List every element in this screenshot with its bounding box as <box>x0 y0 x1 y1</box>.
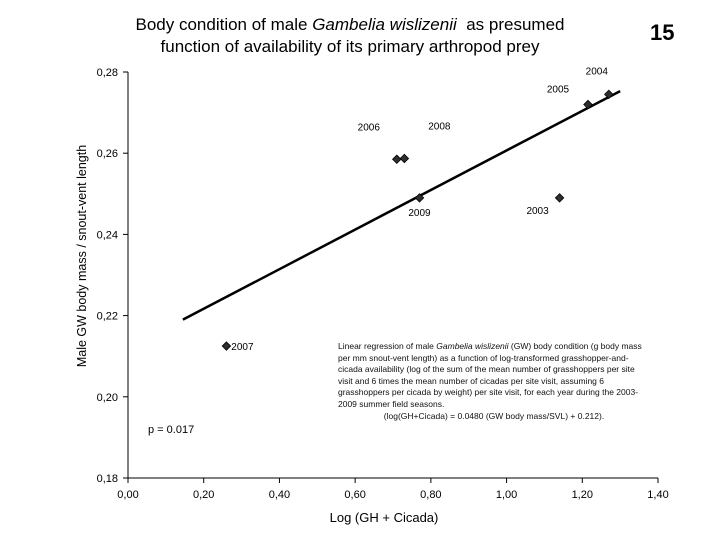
title-line1-after: as presumed <box>456 15 565 34</box>
y-tick-label: 0,28 <box>97 67 118 79</box>
x-tick-label: 1,20 <box>572 489 593 501</box>
x-tick-label: 0,80 <box>420 489 441 501</box>
data-label-2009: 2009 <box>408 208 431 219</box>
data-point-2004 <box>604 89 614 100</box>
data-label-2007: 2007 <box>231 342 254 353</box>
data-point-2008 <box>399 153 410 164</box>
y-axis-label: Male GW body mass / snout-vent length <box>75 145 89 367</box>
data-point-2007 <box>221 341 232 351</box>
data-point-2006 <box>392 154 402 165</box>
x-tick-label: 1,40 <box>647 489 668 501</box>
axes: 0,18 0,20 0,22 0,24 0,26 0,28 0,00 0,20 0,40 0,60… <box>97 67 669 501</box>
y-tick-label: 0,26 <box>97 148 118 160</box>
y-tick-label: 0,18 <box>97 473 118 485</box>
x-tick-label: 0,40 <box>269 489 290 501</box>
y-tick-label: 0,22 <box>97 311 118 323</box>
title-line2: function of availability of its primary … <box>160 37 540 56</box>
data-label-2005: 2005 <box>547 84 570 95</box>
y-tick-label: 0,20 <box>97 392 118 404</box>
title-line1-before: Body condition of male <box>135 15 313 34</box>
data-point-2009 <box>414 193 425 203</box>
regression-formula: (log(GH+Cicada) = 0.0480 (GW body mass/S… <box>383 410 605 421</box>
x-tick-label: 0,20 <box>193 489 214 501</box>
data-label-2003: 2003 <box>526 206 549 217</box>
caption-text-after: (GW) body condition (g body mass per mm … <box>338 341 642 409</box>
y-tick-label: 0,24 <box>97 229 118 241</box>
x-axis-label: Log (GH + Cicada) <box>330 510 439 525</box>
x-tick-label: 0,00 <box>117 489 138 501</box>
data-point-2005 <box>583 99 593 110</box>
caption-text-before: Linear regression of male <box>338 341 437 351</box>
x-tick-label: 1,00 <box>496 489 517 501</box>
caption-species: Gambelia wislizenii <box>436 341 509 351</box>
regression-caption: Linear regression of male Gambelia wisli… <box>338 341 650 422</box>
title-species: Gambelia wislizenii <box>312 15 457 34</box>
slide-number: 15 <box>650 20 675 45</box>
regression-line <box>182 89 621 321</box>
data-point-2003 <box>554 193 565 203</box>
chart-title: Body condition of male Gambelia wislizen… <box>90 14 610 58</box>
data-label-2006: 2006 <box>358 122 381 133</box>
p-value-annotation: p = 0.017 <box>148 424 194 436</box>
marks: 2003 2004 2005 2006 2007 2008 2009 <box>182 66 621 353</box>
data-label-2008: 2008 <box>428 121 451 132</box>
data-label-2004: 2004 <box>586 66 609 77</box>
x-tick-label: 0,60 <box>344 489 365 501</box>
